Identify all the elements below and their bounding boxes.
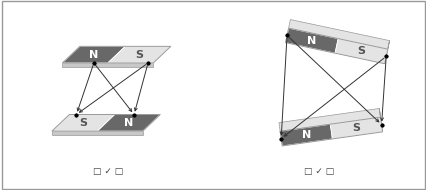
Polygon shape bbox=[278, 108, 380, 131]
Polygon shape bbox=[285, 28, 337, 53]
Text: □ ✓ □: □ ✓ □ bbox=[303, 167, 334, 176]
Polygon shape bbox=[52, 131, 142, 135]
Polygon shape bbox=[334, 39, 387, 64]
Polygon shape bbox=[52, 115, 115, 131]
Polygon shape bbox=[279, 124, 332, 146]
Polygon shape bbox=[62, 46, 125, 63]
Polygon shape bbox=[108, 46, 170, 63]
Polygon shape bbox=[97, 115, 160, 131]
Polygon shape bbox=[62, 63, 153, 67]
Polygon shape bbox=[378, 108, 382, 132]
Text: N: N bbox=[301, 130, 310, 140]
Text: N: N bbox=[306, 36, 316, 46]
Polygon shape bbox=[330, 117, 382, 139]
Text: □ ✓ □: □ ✓ □ bbox=[92, 167, 123, 176]
Text: S: S bbox=[79, 118, 87, 128]
Text: N: N bbox=[89, 50, 98, 60]
Text: S: S bbox=[357, 46, 365, 56]
Text: N: N bbox=[124, 118, 133, 128]
Polygon shape bbox=[288, 20, 389, 49]
Text: S: S bbox=[135, 50, 143, 60]
Text: S: S bbox=[351, 123, 360, 133]
Polygon shape bbox=[384, 41, 389, 64]
